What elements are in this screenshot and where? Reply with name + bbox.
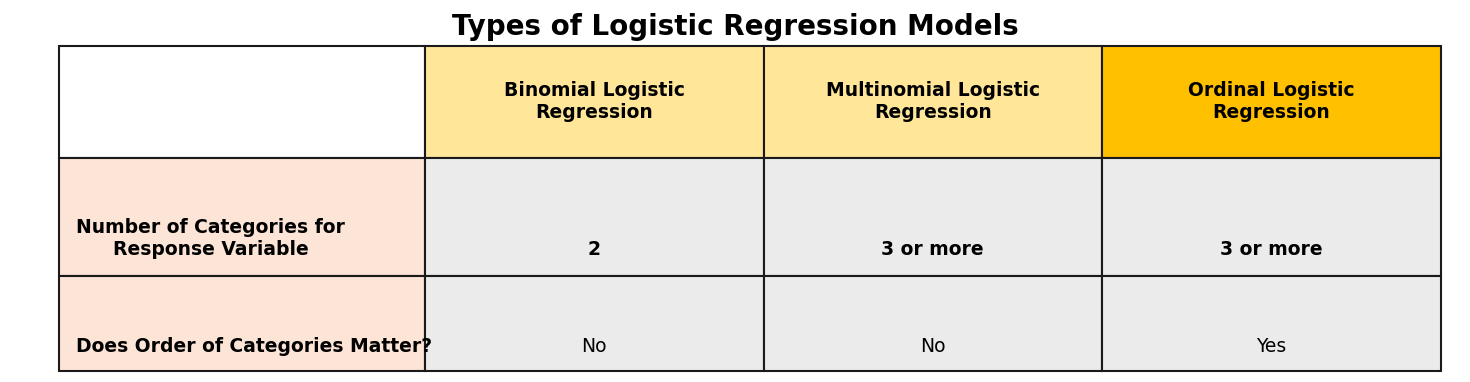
Text: Number of Categories for
Response Variable: Number of Categories for Response Variab…: [76, 218, 345, 259]
Bar: [59, 158, 425, 276]
Text: Ordinal Logistic
Regression: Ordinal Logistic Regression: [1188, 81, 1355, 122]
Bar: [1102, 46, 1441, 158]
Bar: [1102, 276, 1441, 371]
Text: Does Order of Categories Matter?: Does Order of Categories Matter?: [76, 337, 432, 356]
Text: Types of Logistic Regression Models: Types of Logistic Regression Models: [451, 13, 1019, 41]
Bar: [1102, 158, 1441, 276]
Bar: [59, 276, 425, 371]
Text: 2: 2: [588, 240, 601, 259]
Text: No: No: [582, 337, 607, 356]
Text: Binomial Logistic
Regression: Binomial Logistic Regression: [504, 81, 685, 122]
Text: No: No: [920, 337, 945, 356]
Bar: [763, 276, 1102, 371]
Text: Yes: Yes: [1257, 337, 1286, 356]
Text: 3 or more: 3 or more: [882, 240, 983, 259]
Bar: [763, 46, 1102, 158]
Bar: [59, 46, 425, 158]
Bar: [425, 46, 763, 158]
Text: Multinomial Logistic
Regression: Multinomial Logistic Regression: [826, 81, 1039, 122]
Bar: [425, 158, 763, 276]
Bar: [425, 276, 763, 371]
Bar: [763, 158, 1102, 276]
Text: 3 or more: 3 or more: [1220, 240, 1323, 259]
